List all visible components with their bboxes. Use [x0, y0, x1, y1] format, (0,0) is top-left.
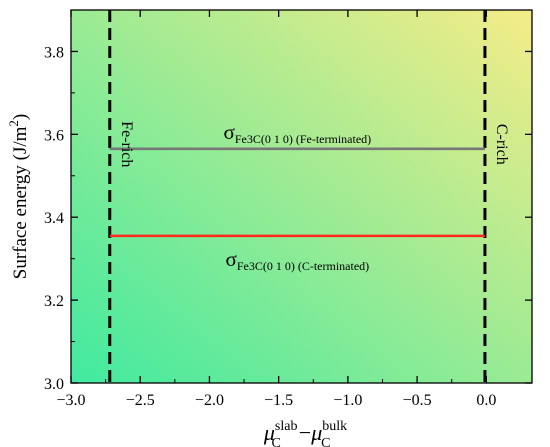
- x-tick-label: −2.5: [126, 392, 155, 409]
- y-axis-title: Surface energy (J/m2): [6, 114, 31, 279]
- x-tick-label: −1.0: [333, 392, 362, 409]
- x-tick-label: 0.0: [476, 392, 496, 409]
- y-tick-label: 3.2: [44, 293, 64, 310]
- plot-frame: [70, 9, 533, 384]
- x-tick-label: −3.0: [56, 392, 85, 409]
- y-tick-label: 3.4: [44, 210, 64, 227]
- series-label-2: σFe3C(0 1 0) (C-terminated): [226, 247, 370, 273]
- region-label-1: Fe-rich: [118, 121, 135, 167]
- x-axis-title: μslab C −μbulk C: [263, 419, 347, 447]
- y-tick-label: 3.0: [44, 376, 64, 393]
- x-tick-label: −2.0: [195, 392, 224, 409]
- series-label-1: σFe3C(0 1 0) (Fe-terminated): [224, 120, 372, 146]
- x-tick-label: −1.5: [264, 392, 293, 409]
- y-tick-label: 3.6: [44, 127, 64, 144]
- region-label-2: C-rich: [493, 124, 510, 165]
- y-tick-label: 3.8: [44, 44, 64, 61]
- plot-background: [71, 10, 532, 383]
- x-tick-label: −0.5: [403, 392, 432, 409]
